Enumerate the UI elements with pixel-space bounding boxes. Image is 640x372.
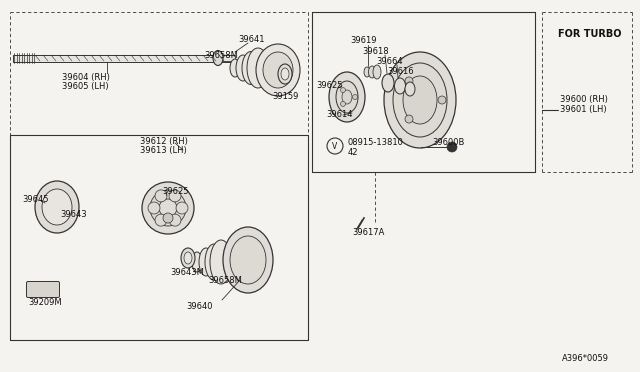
Text: 39625: 39625	[316, 81, 342, 90]
Ellipse shape	[199, 248, 213, 276]
Circle shape	[148, 202, 160, 214]
Text: 39618: 39618	[362, 47, 388, 56]
Circle shape	[405, 115, 413, 123]
Text: 39600 (RH): 39600 (RH)	[560, 95, 608, 104]
Text: A396*0059: A396*0059	[562, 354, 609, 363]
Ellipse shape	[278, 64, 292, 84]
Ellipse shape	[256, 44, 300, 96]
Ellipse shape	[382, 74, 394, 92]
Ellipse shape	[42, 189, 72, 225]
Bar	[220, 55, 235, 61]
Text: 39658M: 39658M	[208, 276, 242, 285]
Text: 39643M: 39643M	[170, 268, 204, 277]
Text: 39601 (LH): 39601 (LH)	[560, 105, 607, 114]
Circle shape	[353, 94, 358, 99]
Text: 39616: 39616	[387, 67, 413, 76]
Circle shape	[405, 77, 413, 85]
Text: 39159: 39159	[272, 92, 298, 101]
Text: FOR TURBO: FOR TURBO	[558, 29, 621, 39]
Circle shape	[438, 96, 446, 104]
Text: 39613 (LH): 39613 (LH)	[140, 146, 187, 155]
Ellipse shape	[373, 65, 381, 79]
Circle shape	[340, 102, 346, 106]
Ellipse shape	[342, 90, 352, 104]
Ellipse shape	[184, 252, 192, 264]
Ellipse shape	[35, 181, 79, 233]
Text: 39641: 39641	[238, 35, 264, 44]
Circle shape	[169, 214, 181, 226]
Ellipse shape	[213, 51, 223, 65]
FancyBboxPatch shape	[26, 282, 60, 298]
Text: 39604 (RH): 39604 (RH)	[62, 73, 110, 82]
Text: 39625: 39625	[162, 187, 189, 196]
Ellipse shape	[281, 68, 289, 80]
Ellipse shape	[181, 248, 195, 268]
Ellipse shape	[230, 59, 240, 77]
Ellipse shape	[210, 240, 232, 284]
Circle shape	[163, 213, 173, 223]
Text: 39619: 39619	[350, 36, 376, 45]
Text: 39643: 39643	[60, 210, 86, 219]
Ellipse shape	[242, 51, 260, 84]
Text: 39605 (LH): 39605 (LH)	[62, 82, 109, 91]
Text: 39614: 39614	[326, 110, 353, 119]
Ellipse shape	[405, 82, 415, 96]
Circle shape	[155, 214, 167, 226]
Ellipse shape	[369, 66, 376, 78]
Ellipse shape	[384, 52, 456, 148]
Text: 39600B: 39600B	[432, 138, 465, 147]
Text: 39617A: 39617A	[352, 228, 385, 237]
Text: 08915-13810: 08915-13810	[348, 138, 404, 147]
Bar	[13, 55, 232, 62]
Ellipse shape	[393, 63, 447, 137]
Ellipse shape	[247, 48, 269, 88]
Ellipse shape	[223, 227, 273, 293]
Circle shape	[155, 190, 167, 202]
Circle shape	[159, 199, 177, 217]
Circle shape	[176, 202, 188, 214]
Text: 39640: 39640	[186, 302, 212, 311]
Ellipse shape	[329, 72, 365, 122]
Circle shape	[447, 142, 457, 152]
Ellipse shape	[364, 67, 370, 77]
Text: 39209M: 39209M	[28, 298, 61, 307]
Ellipse shape	[394, 78, 406, 94]
Ellipse shape	[403, 76, 437, 124]
Text: V: V	[332, 141, 338, 151]
Text: 39645: 39645	[22, 195, 49, 204]
Circle shape	[150, 190, 186, 226]
Ellipse shape	[192, 252, 202, 272]
Circle shape	[340, 87, 346, 93]
Text: 39612 (RH): 39612 (RH)	[140, 137, 188, 146]
Text: 39658M: 39658M	[204, 51, 238, 60]
Ellipse shape	[205, 244, 223, 280]
Text: 39664: 39664	[376, 57, 403, 66]
Circle shape	[142, 182, 194, 234]
Ellipse shape	[336, 81, 358, 113]
Ellipse shape	[263, 52, 293, 88]
Ellipse shape	[230, 236, 266, 284]
Text: 42: 42	[348, 148, 358, 157]
Ellipse shape	[236, 55, 250, 81]
Circle shape	[169, 190, 181, 202]
